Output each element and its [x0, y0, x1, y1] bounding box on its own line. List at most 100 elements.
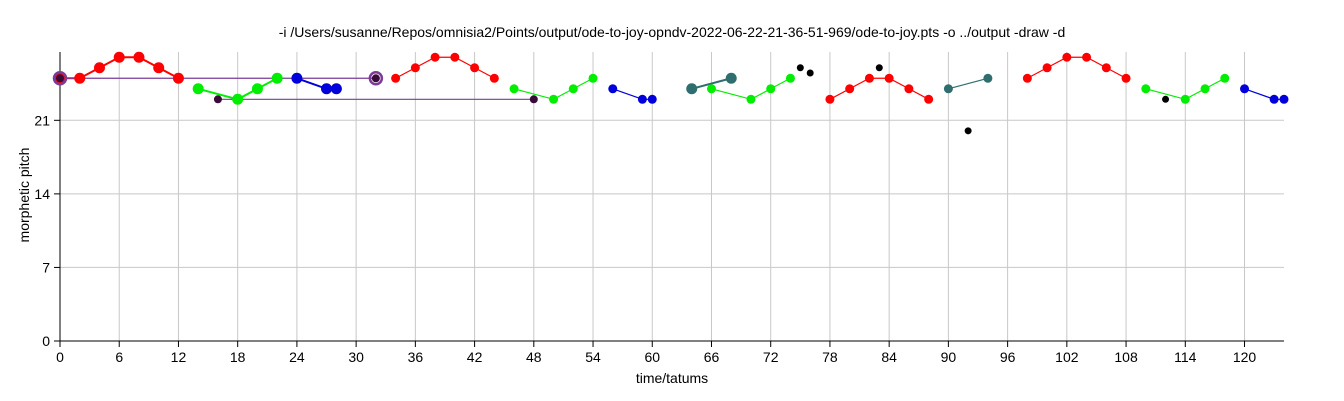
- axes: [59, 52, 1284, 342]
- data-point: [172, 72, 184, 84]
- data-point: [251, 83, 263, 95]
- grid: [60, 52, 1284, 341]
- data-point: [806, 69, 814, 77]
- x-ticks: 0 6 12 18 24 30 36 42 48 54 60 66 72 78 84 90 96 102 108 11…: [56, 341, 1256, 365]
- data-point: [983, 73, 993, 83]
- data-point: [232, 93, 244, 105]
- data-point: [291, 72, 303, 84]
- data-point: [568, 84, 578, 94]
- data-point: [153, 62, 165, 74]
- y-ticks: 0 7 14 21: [34, 112, 60, 349]
- data-point: [509, 84, 519, 94]
- data-point: [924, 94, 934, 104]
- data-point: [706, 84, 716, 94]
- x-tick-label: 48: [526, 349, 542, 365]
- x-tick-label: 78: [822, 349, 838, 365]
- data-point: [450, 52, 460, 62]
- data-point: [746, 94, 756, 104]
- series-lines: [60, 56, 1284, 101]
- data-point: [608, 84, 618, 94]
- data-point: [943, 84, 953, 94]
- data-point: [470, 63, 480, 73]
- data-point: [93, 62, 105, 74]
- data-point-ring: [368, 71, 384, 86]
- data-point: [529, 95, 538, 104]
- data-point: [1269, 94, 1279, 104]
- data-point: [875, 64, 883, 72]
- data-point: [845, 84, 855, 94]
- data-point: [785, 73, 795, 83]
- data-point-ring: [52, 71, 68, 86]
- x-tick-label: 18: [230, 349, 246, 365]
- data-point: [766, 84, 776, 94]
- x-tick-label: 90: [941, 349, 957, 365]
- x-tick-label: 24: [289, 349, 305, 365]
- data-point: [1042, 63, 1052, 73]
- data-point: [371, 74, 380, 83]
- x-axis-label: time/tatums: [636, 370, 708, 386]
- data-point: [430, 52, 440, 62]
- data-point: [588, 73, 598, 83]
- data-point: [637, 94, 647, 104]
- data-point: [213, 95, 222, 104]
- data-point: [1141, 84, 1151, 94]
- data-point: [864, 73, 874, 83]
- data-point: [410, 63, 420, 73]
- x-tick-label: 102: [1055, 349, 1079, 365]
- data-point: [647, 94, 657, 104]
- x-tick-label: 120: [1233, 349, 1257, 365]
- series-line: [1027, 56, 1127, 79]
- data-point: [1162, 95, 1170, 103]
- y-tick-label: 0: [42, 333, 50, 349]
- data-point: [1062, 52, 1072, 62]
- data-point: [825, 94, 835, 104]
- data-point: [1121, 73, 1131, 83]
- data-point: [192, 83, 204, 95]
- series-line: [1145, 77, 1226, 100]
- x-tick-label: 0: [56, 349, 64, 365]
- series-line: [513, 77, 594, 100]
- data-point: [271, 72, 283, 84]
- x-tick-label: 36: [408, 349, 424, 365]
- data-point: [1101, 63, 1111, 73]
- data-point: [1180, 94, 1190, 104]
- data-point: [904, 84, 914, 94]
- x-tick-label: 66: [704, 349, 720, 365]
- data-point: [1082, 52, 1092, 62]
- series-points: [52, 51, 1289, 135]
- data-point: [133, 51, 145, 63]
- data-point: [489, 73, 499, 83]
- data-point: [964, 127, 972, 135]
- data-point: [549, 94, 559, 104]
- data-point: [686, 83, 698, 95]
- data-point: [330, 83, 342, 95]
- data-point: [884, 73, 894, 83]
- x-tick-label: 42: [467, 349, 483, 365]
- x-tick-label: 54: [585, 349, 601, 365]
- data-point: [113, 51, 125, 63]
- data-point: [1240, 84, 1250, 94]
- series-line: [197, 77, 278, 101]
- y-tick-label: 21: [34, 112, 50, 128]
- data-point: [321, 83, 333, 95]
- data-point: [74, 72, 86, 84]
- x-tick-label: 96: [1000, 349, 1016, 365]
- series-line: [711, 77, 791, 100]
- y-tick-label: 7: [42, 259, 50, 275]
- x-tick-label: 84: [881, 349, 897, 365]
- x-tick-label: 12: [171, 349, 187, 365]
- data-point: [725, 72, 737, 84]
- series-line: [948, 77, 989, 90]
- y-tick-label: 14: [34, 186, 50, 202]
- x-tick-label: 114: [1174, 349, 1197, 365]
- data-point: [391, 73, 401, 83]
- x-tick-label: 108: [1114, 349, 1138, 365]
- data-point: [56, 74, 64, 83]
- x-tick-label: 60: [644, 349, 660, 365]
- series-line: [829, 77, 929, 100]
- x-tick-label: 72: [763, 349, 779, 365]
- chart-title: -i /Users/susanne/Repos/omnisia2/Points/…: [279, 24, 1066, 40]
- data-point: [796, 64, 804, 72]
- series-line: [691, 77, 732, 90]
